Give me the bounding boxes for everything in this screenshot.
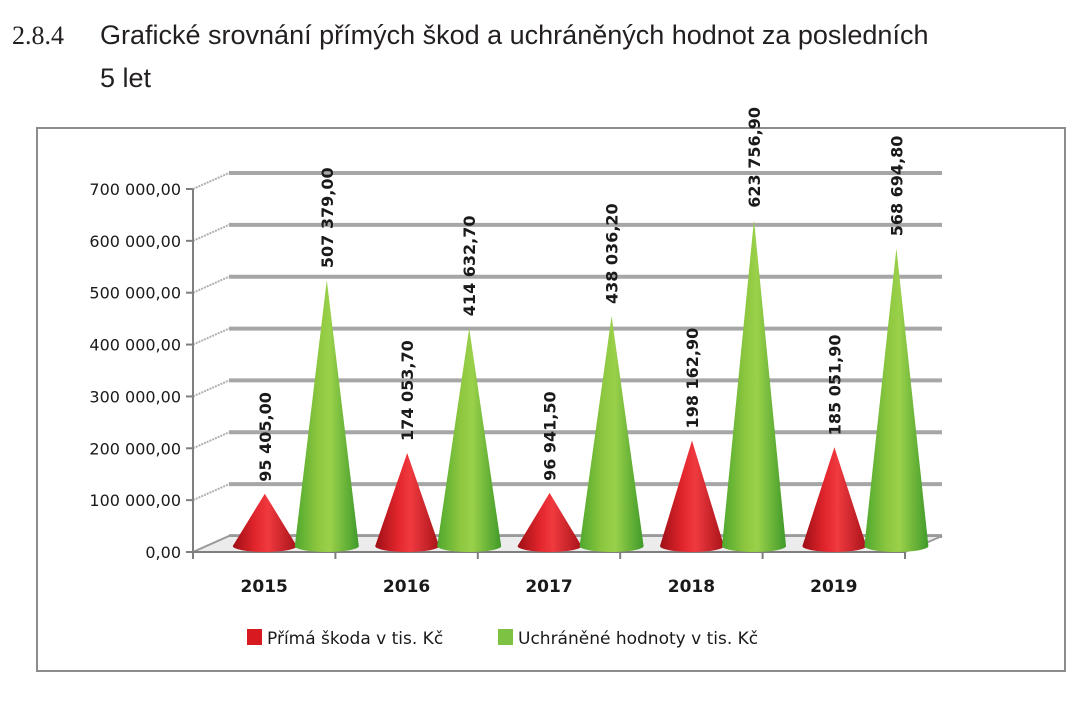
y-tick-label: 100 000,00 (89, 491, 181, 510)
x-tick-label: 2018 (668, 577, 715, 597)
y-tick-label: 0,00 (145, 543, 181, 562)
data-label: 95 405,00 (256, 392, 275, 482)
gridline-side (192, 327, 230, 346)
x-tick-label: 2017 (525, 577, 572, 597)
y-tick-label: 200 000,00 (89, 439, 181, 458)
gridline-side (192, 275, 230, 294)
data-label: 185 051,90 (825, 335, 844, 436)
cone-prima-skoda-2019 (802, 447, 867, 552)
data-label: 438 036,20 (603, 203, 622, 304)
cone-uchranene-hodnoty-2017 (579, 316, 644, 552)
legend: Přímá škoda v tis. Kč Uchráněné hodnoty v… (247, 629, 758, 649)
data-labels: 95 405,00 507 379,00 174 053,70 414 632,70 9… (256, 107, 907, 482)
data-label: 623 756,90 (745, 107, 764, 208)
data-series (232, 219, 929, 552)
chart-frame (36, 127, 1066, 672)
cone-uchranene-hodnoty-2015 (294, 280, 359, 552)
y-tick-label: 400 000,00 (89, 336, 181, 355)
y-tick-label: 500 000,00 (89, 284, 181, 303)
gridline-side (192, 223, 230, 242)
section-title-line2: 5 let (100, 63, 152, 93)
section-number: 2.8.4 (12, 21, 64, 50)
x-tick-label: 2016 (383, 577, 430, 597)
y-tick-label: 300 000,00 (89, 387, 181, 406)
cone-uchranene-hodnoty-2018 (722, 219, 786, 552)
gridline-side (192, 483, 230, 502)
cone-uchranene-hodnoty-2016 (437, 328, 502, 552)
data-label: 174 053,70 (398, 340, 417, 441)
section-title-line1: Grafické srovnání přímých škod a uchráně… (100, 20, 929, 50)
legend-swatch (498, 629, 513, 645)
x-tick-label: 2019 (810, 577, 857, 597)
data-label: 96 941,50 (541, 391, 560, 481)
x-tick-label: 2015 (241, 577, 288, 597)
cone-prima-skoda-2015 (232, 493, 297, 552)
gridline-side (192, 379, 230, 398)
data-label: 414 632,70 (460, 215, 479, 316)
y-axis: 0,00 100 000,00 200 000,00 300 000,00 400 00… (89, 180, 194, 562)
cone-uchranene-hodnoty-2019 (864, 248, 929, 552)
gridline-side (192, 172, 230, 190)
gridline-side (192, 431, 230, 450)
cone-prima-skoda-2016 (375, 452, 440, 552)
y-tick-label: 600 000,00 (89, 232, 181, 251)
legend-label: Uchráněné hodnoty v tis. Kč (518, 629, 758, 649)
section-heading: 2.8.4 Grafické srovnání přímých škod a uc… (12, 14, 928, 99)
data-label: 507 379,00 (318, 167, 337, 268)
data-label: 568 694,80 (887, 136, 906, 237)
cone-prima-skoda-2018 (660, 440, 724, 552)
cone-prima-skoda-2017 (517, 492, 582, 552)
legend-label: Přímá škoda v tis. Kč (267, 629, 443, 649)
legend-swatch (247, 629, 262, 645)
data-label: 198 162,90 (683, 328, 702, 429)
y-tick-label: 700 000,00 (89, 180, 181, 199)
